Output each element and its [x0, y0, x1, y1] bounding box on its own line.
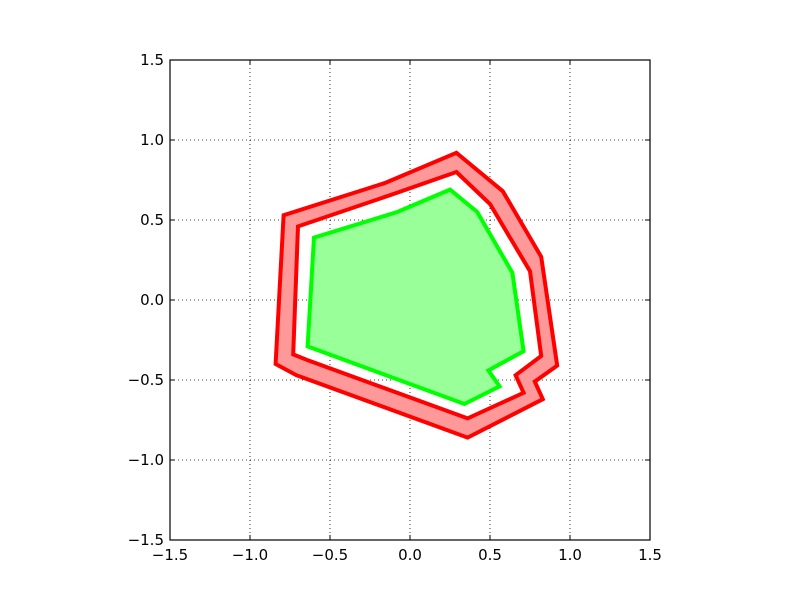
x-tick-label: −1.5	[152, 546, 188, 564]
x-tick-label: 1.0	[558, 546, 582, 564]
series-layer	[273, 150, 560, 440]
y-tick-label: −1.5	[128, 531, 164, 549]
x-tick-label: 0.5	[478, 546, 502, 564]
red-outer-boundary	[273, 150, 560, 440]
y-tick-label: 1.5	[140, 51, 164, 69]
axis-ticks	[169, 59, 651, 541]
y-tick-label: −0.5	[128, 371, 164, 389]
y-tick-label: −1.0	[128, 451, 164, 469]
y-tick-label: 0.0	[140, 291, 164, 309]
y-tick-label: 1.0	[140, 131, 164, 149]
x-tick-label: 1.5	[638, 546, 662, 564]
red-inner-boundary	[291, 169, 544, 421]
x-tick-label: −0.5	[312, 546, 348, 564]
tick-labels: −1.5 −1.0 −0.5 0.0 0.5 1.0 1.5 −1.5 −1.0 −0.5 0.0 0…	[128, 51, 662, 564]
green-polygon	[305, 187, 526, 407]
x-tick-label: 0.0	[398, 546, 422, 564]
y-tick-label: 0.5	[140, 211, 164, 229]
x-tick-label: −1.0	[232, 546, 268, 564]
